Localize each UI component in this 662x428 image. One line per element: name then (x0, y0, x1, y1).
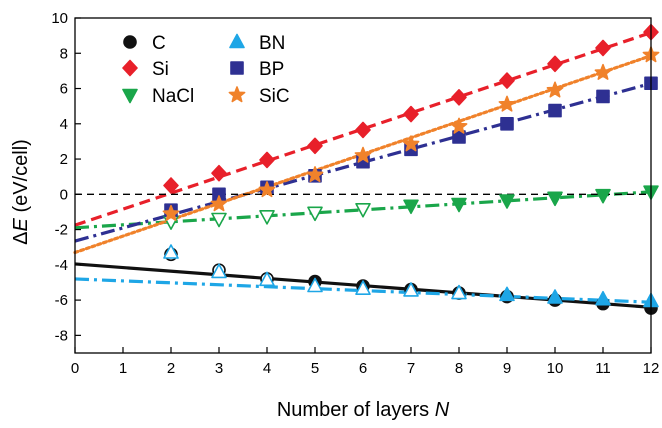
x-tick-label-0: 0 (71, 360, 79, 377)
point-nacl-7 (403, 199, 419, 215)
point-nacl-9 (499, 194, 515, 209)
point-bn-10 (547, 289, 563, 304)
legend: C Si NaCl BN BP SiC (122, 33, 290, 107)
point-bn-6 (355, 280, 371, 295)
legend-marker-nacl (122, 88, 138, 104)
y-tick-label--4: -4 (55, 257, 68, 274)
x-tick-label-3: 3 (215, 360, 223, 377)
x-axis-title-variable: N (435, 399, 450, 421)
series-bn (163, 244, 659, 308)
series-nacl (163, 185, 659, 230)
x-tick-label-12: 12 (643, 360, 660, 377)
point-nacl-11 (595, 188, 611, 204)
legend-label-nacl: NaCl (152, 86, 194, 107)
point-si-7 (403, 105, 419, 123)
y-tick-label-8: 8 (60, 45, 68, 62)
point-bn-8 (451, 284, 467, 300)
point-sic-3 (210, 195, 228, 212)
x-tick-label-8: 8 (455, 360, 463, 377)
x-tick-label-9: 9 (503, 360, 511, 377)
x-tick-label-11: 11 (595, 360, 611, 377)
point-bn-3 (211, 263, 227, 279)
point-sic-9 (498, 95, 516, 112)
legend-label-sic: SiC (259, 86, 290, 107)
point-nacl-8 (451, 197, 467, 213)
series-sic (162, 46, 660, 221)
point-bp-3 (212, 187, 226, 202)
point-sic-4 (258, 181, 276, 198)
point-sic-11 (594, 63, 612, 80)
point-nacl-6 (355, 203, 371, 218)
point-si-11 (595, 39, 611, 57)
point-bn-5 (307, 277, 323, 293)
x-tick-label-4: 4 (263, 360, 271, 377)
legend-marker-bp (230, 61, 244, 75)
point-bn-2 (163, 244, 179, 259)
legend-label-bp: BP (259, 59, 284, 80)
y-tick-label-10: 10 (51, 10, 68, 27)
point-nacl-5 (307, 206, 323, 222)
point-nacl-4 (259, 210, 275, 225)
x-tick-label-1: 1 (119, 360, 127, 377)
y-axis-ticks: -8 -6 -4 -2 0 2 4 6 8 10 (51, 10, 81, 344)
y-tick-label-2: 2 (60, 151, 68, 168)
point-si-10 (547, 55, 563, 73)
point-bp-9 (500, 116, 514, 131)
point-si-9 (499, 72, 515, 89)
point-sic-6 (354, 146, 372, 163)
series-si (163, 23, 659, 194)
x-tick-label-6: 6 (359, 360, 367, 377)
point-sic-8 (450, 117, 468, 134)
x-axis-title-text: Number of layers (277, 399, 429, 421)
point-sic-2 (162, 204, 180, 221)
y-axis-title-unit: (eV/cell) (10, 139, 32, 212)
point-bn-7 (403, 282, 419, 297)
point-nacl-3 (211, 212, 227, 228)
y-tick-label--8: -8 (55, 327, 68, 344)
x-axis-ticks: 0 1 2 3 4 5 6 7 8 9 10 11 12 (71, 347, 660, 377)
point-bn-11 (595, 290, 611, 306)
legend-marker-bn (229, 33, 245, 49)
legend-label-c: C (152, 33, 166, 54)
point-nacl-10 (547, 191, 563, 207)
y-tick-label-6: 6 (60, 81, 68, 98)
point-bn-9 (499, 286, 515, 302)
point-sic-7 (402, 135, 420, 152)
y-axis-title: ΔE (eV/cell) (10, 139, 32, 245)
point-bp-11 (596, 89, 610, 104)
x-axis-title: Number of layers N (277, 399, 450, 421)
x-tick-label-5: 5 (311, 360, 319, 377)
point-sic-5 (306, 166, 324, 183)
legend-marker-si (122, 59, 138, 77)
y-tick-label-4: 4 (60, 116, 68, 133)
legend-marker-c (123, 35, 137, 49)
data-points (162, 23, 660, 315)
legend-marker-sic (228, 86, 246, 103)
y-axis-title-symbol: Δ (10, 231, 32, 244)
x-tick-label-2: 2 (167, 360, 175, 377)
legend-label-bn: BN (259, 33, 285, 54)
point-si-6 (355, 121, 371, 139)
y-tick-label--2: -2 (55, 222, 68, 239)
legend-label-si: Si (152, 59, 169, 80)
x-tick-label-10: 10 (547, 360, 564, 377)
series-c (164, 247, 658, 315)
x-tick-label-7: 7 (407, 360, 415, 377)
y-axis-title-variable: E (10, 217, 32, 231)
point-sic-10 (546, 81, 564, 98)
point-si-5 (307, 137, 323, 155)
point-si-2 (163, 177, 179, 194)
y-tick-label--6: -6 (55, 292, 68, 309)
y-tick-label-0: 0 (60, 186, 68, 203)
point-si-4 (259, 151, 275, 169)
point-bn-4 (259, 271, 275, 287)
point-si-3 (211, 164, 227, 182)
point-si-8 (451, 89, 467, 106)
point-bp-10 (548, 103, 562, 118)
